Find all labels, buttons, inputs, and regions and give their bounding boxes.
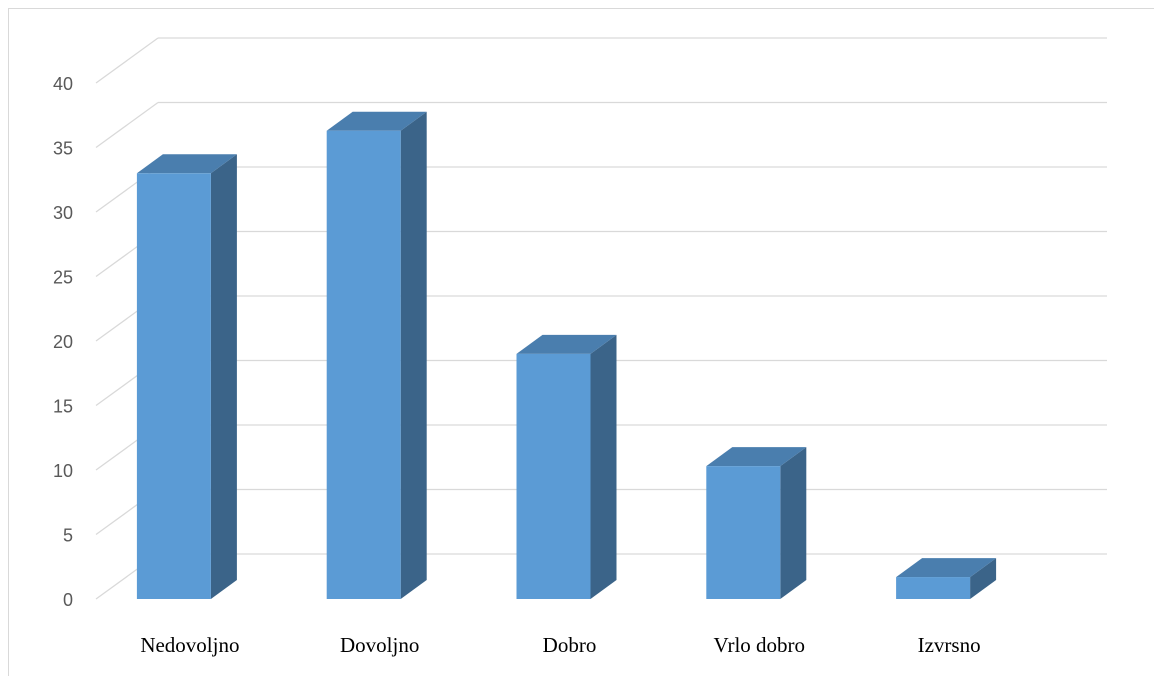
bar-vrlo-dobro bbox=[706, 447, 807, 599]
y-tick-label: 0 bbox=[63, 590, 73, 610]
y-axis-ticks: 0 5 10 15 20 25 30 35 40 bbox=[53, 74, 73, 610]
bar-top bbox=[136, 154, 237, 174]
bar-top bbox=[326, 111, 427, 131]
bars bbox=[136, 111, 997, 600]
bar-top bbox=[516, 334, 617, 354]
bar-dovoljno bbox=[326, 111, 427, 600]
bar-front bbox=[706, 466, 781, 599]
bar-front bbox=[326, 130, 401, 600]
y-tick-label: 5 bbox=[63, 526, 73, 546]
bar-top bbox=[896, 558, 997, 578]
y-tick-label: 20 bbox=[53, 332, 73, 352]
y-tick-label: 40 bbox=[53, 74, 73, 94]
bar-top bbox=[706, 447, 807, 467]
bar-front bbox=[516, 353, 591, 599]
gridlines bbox=[95, 37, 1107, 600]
y-tick-label: 35 bbox=[53, 139, 73, 159]
bar-side bbox=[970, 558, 997, 599]
bar-dobro bbox=[516, 334, 617, 599]
category-label: Vrlo dobro bbox=[714, 633, 805, 657]
category-label: Dovoljno bbox=[340, 633, 419, 657]
bar-side bbox=[400, 111, 427, 599]
y-tick-label: 25 bbox=[53, 268, 73, 288]
bar-nedovoljno bbox=[136, 154, 237, 600]
y-tick-label: 30 bbox=[53, 203, 73, 223]
y-tick-label: 10 bbox=[53, 461, 73, 481]
bar-front bbox=[896, 577, 971, 599]
category-label: Dobro bbox=[543, 633, 597, 657]
bar-izvrsno bbox=[896, 558, 997, 599]
bar-side bbox=[780, 447, 807, 599]
chart-frame bbox=[8, 8, 1154, 676]
gridline-side-35 bbox=[95, 101, 159, 149]
gridline-side-40 bbox=[95, 37, 159, 84]
category-label: Nedovoljno bbox=[140, 633, 239, 657]
category-labels: Nedovoljno Dovoljno Dobro Vrlo dobro Izvrsno bbox=[140, 633, 980, 657]
y-tick-label: 15 bbox=[53, 397, 73, 417]
bar-side bbox=[210, 154, 237, 600]
category-label: Izvrsno bbox=[918, 633, 981, 657]
bar-front bbox=[136, 173, 211, 600]
bar-side bbox=[590, 334, 617, 599]
